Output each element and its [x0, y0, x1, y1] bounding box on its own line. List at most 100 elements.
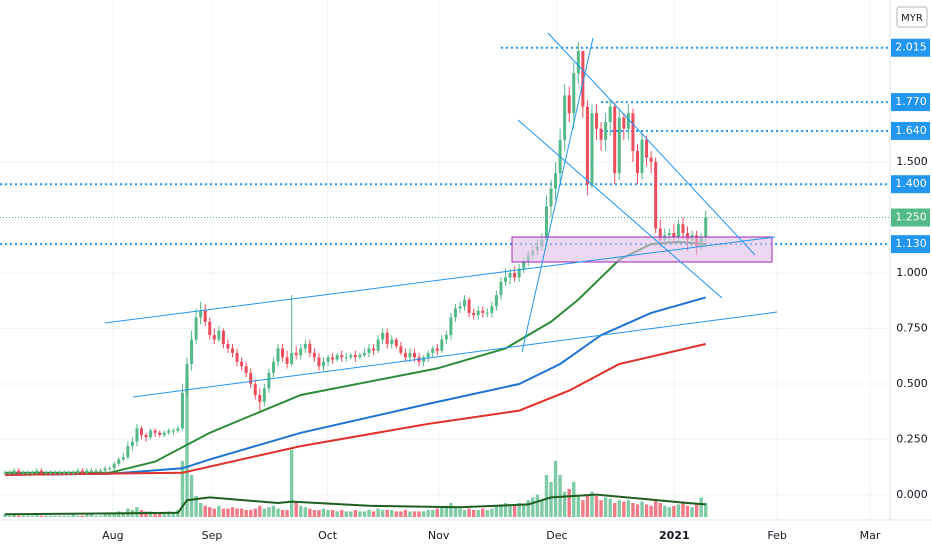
- volume-bar: [144, 511, 148, 517]
- candle-body: [44, 472, 48, 474]
- volume-bar: [490, 508, 494, 517]
- volume-bar: [694, 504, 699, 517]
- volume-bar: [421, 511, 426, 517]
- candle-body: [626, 113, 630, 129]
- volume-bar: [462, 509, 467, 517]
- candle-body: [94, 470, 98, 472]
- candle-body: [590, 113, 594, 185]
- candle-body: [649, 157, 653, 163]
- volume-bar: [330, 509, 335, 517]
- volume-bar: [48, 515, 53, 517]
- volume-bar: [340, 509, 344, 517]
- candle-body: [449, 317, 453, 336]
- candle-body: [467, 299, 471, 313]
- volume-bar: [198, 502, 203, 517]
- candle-body: [667, 233, 671, 236]
- level-label: 1.640: [895, 124, 927, 137]
- candle-body: [17, 470, 21, 473]
- volume-bar: [635, 504, 640, 517]
- zone-rectangle: [511, 236, 773, 263]
- volume-bar: [362, 511, 367, 517]
- volume-bar: [599, 500, 603, 517]
- candle-body: [130, 441, 134, 447]
- candle-body: [203, 310, 207, 322]
- candle-body: [103, 468, 107, 471]
- candle-body: [217, 330, 221, 340]
- candle-body: [262, 388, 266, 402]
- candle-body: [149, 430, 153, 438]
- candle-body: [3, 472, 7, 474]
- candle-body: [549, 188, 553, 207]
- candle-body: [240, 361, 244, 367]
- volume-bar: [440, 507, 444, 517]
- candle-body: [654, 162, 658, 229]
- volume-bar: [71, 514, 75, 517]
- candle-body: [271, 361, 275, 373]
- x-tick-label: Nov: [428, 529, 450, 542]
- candle-body: [672, 233, 676, 238]
- volume-bar: [26, 515, 30, 517]
- candle-body: [58, 472, 62, 474]
- volume-bar: [203, 505, 207, 517]
- candle-body: [253, 383, 257, 396]
- volume-bar: [189, 474, 194, 517]
- candle-body: [522, 261, 526, 269]
- x-tick-label: Dec: [546, 529, 567, 542]
- candle-body: [563, 95, 567, 140]
- candle-body: [235, 352, 239, 362]
- candle-body: [303, 344, 307, 349]
- candle-body: [299, 348, 303, 356]
- candle-body: [585, 106, 589, 185]
- candle-body: [249, 372, 253, 384]
- volume-bar: [294, 502, 298, 517]
- volume-bar: [280, 509, 285, 517]
- volume-bar: [153, 512, 157, 517]
- candle-body: [180, 392, 184, 429]
- candle-body: [331, 357, 335, 360]
- volume-ma-line: [4, 493, 706, 516]
- candle-body: [194, 317, 198, 340]
- candle-body: [294, 352, 298, 356]
- level-label-box: [891, 121, 930, 140]
- volume-bar: [112, 512, 116, 517]
- volume-bar: [594, 495, 599, 517]
- candle-body: [349, 355, 353, 358]
- candle-body: [226, 344, 230, 349]
- volume-bar: [494, 505, 499, 517]
- candle-body: [281, 348, 285, 358]
- trend-line: [132, 311, 778, 398]
- candle-body: [544, 206, 548, 240]
- trend-line: [104, 236, 776, 324]
- candle-body: [171, 430, 175, 432]
- x-tick-label: Oct: [318, 529, 338, 542]
- volume-bar: [617, 500, 621, 517]
- volume-bar: [522, 504, 526, 517]
- volume-bar: [658, 502, 662, 517]
- axes: 0.000 0.250 0.500 0.750 1.000 1.500 Aug Sep Oct N…: [102, 38, 930, 542]
- volume-bar: [431, 509, 435, 517]
- candle-body: [372, 348, 376, 351]
- volume-bar: [267, 507, 271, 517]
- volume-bar: [80, 515, 85, 517]
- candle-body: [362, 352, 366, 356]
- candle-body: [499, 281, 503, 296]
- candle-body: [89, 470, 93, 472]
- volume-bar: [403, 509, 408, 517]
- volume-bar: [376, 508, 380, 517]
- volume-bar: [549, 481, 553, 517]
- volume-bar: [135, 507, 139, 517]
- candle-body: [317, 357, 321, 367]
- volume-bar: [653, 500, 658, 517]
- candle-body: [645, 139, 649, 158]
- volume-bar: [681, 502, 685, 517]
- volume-bar: [676, 504, 681, 517]
- candle-body: [567, 95, 571, 114]
- volume-bar: [299, 505, 303, 517]
- volume-bar: [663, 505, 667, 517]
- candle-body: [608, 106, 612, 123]
- level-label-box: [891, 93, 930, 112]
- volume-bar: [98, 515, 103, 517]
- candle-body: [476, 310, 480, 316]
- volume-bar: [390, 509, 394, 517]
